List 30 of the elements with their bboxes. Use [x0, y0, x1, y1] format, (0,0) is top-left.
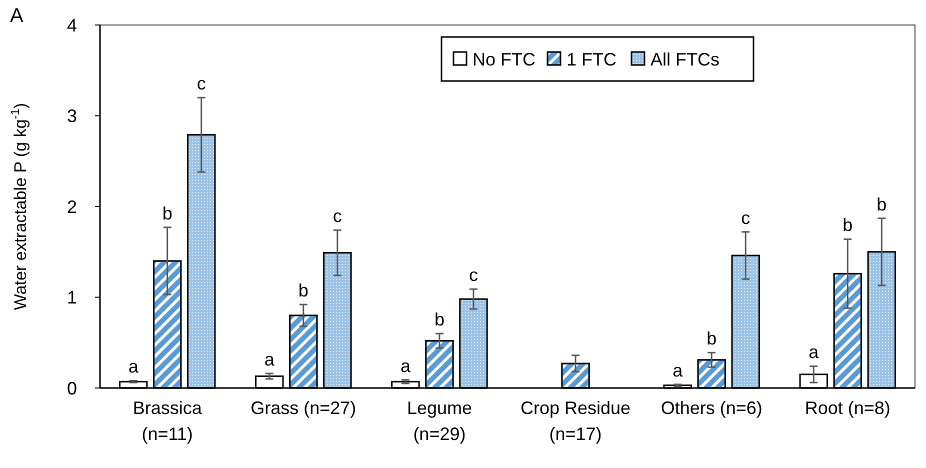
data-label: a [128, 356, 140, 377]
data-label: b [162, 203, 172, 224]
y-tick-label: 2 [66, 196, 78, 217]
data-label: b [298, 280, 308, 301]
legend-label: No FTC [472, 49, 536, 70]
data-label: a [264, 349, 276, 370]
chart-title: A [10, 5, 24, 27]
x-tick-label: Others (n=6) [660, 398, 762, 418]
data-label: a [400, 356, 412, 376]
data-label: a [808, 342, 820, 362]
data-label: c [741, 208, 750, 228]
data-label: b [876, 194, 887, 214]
data-label: c [196, 74, 206, 94]
x-tick-label: Crop Residue (n=17) [520, 398, 631, 444]
y-tick-label: 3 [66, 106, 78, 126]
x-tick-label: Grass (n=27) [250, 398, 356, 418]
data-label: a [672, 360, 684, 380]
y-tick-label: 0 [66, 378, 78, 398]
data-label: b [706, 328, 717, 349]
data-label: c [468, 265, 478, 286]
legend-label: All FTCs [650, 49, 720, 70]
y-tick-label: 1 [66, 288, 78, 308]
x-tick-label: Legume (n=29) [406, 398, 472, 444]
legend-label: 1 FTC [566, 49, 617, 70]
data-label: b [842, 215, 853, 236]
data-label: b [434, 310, 444, 330]
x-tick-label: Root (n=8) [804, 398, 890, 418]
y-tick-label: 4 [66, 15, 78, 36]
x-tick-label: Brassica (n=11) [132, 398, 203, 444]
data-label: c [332, 206, 342, 226]
